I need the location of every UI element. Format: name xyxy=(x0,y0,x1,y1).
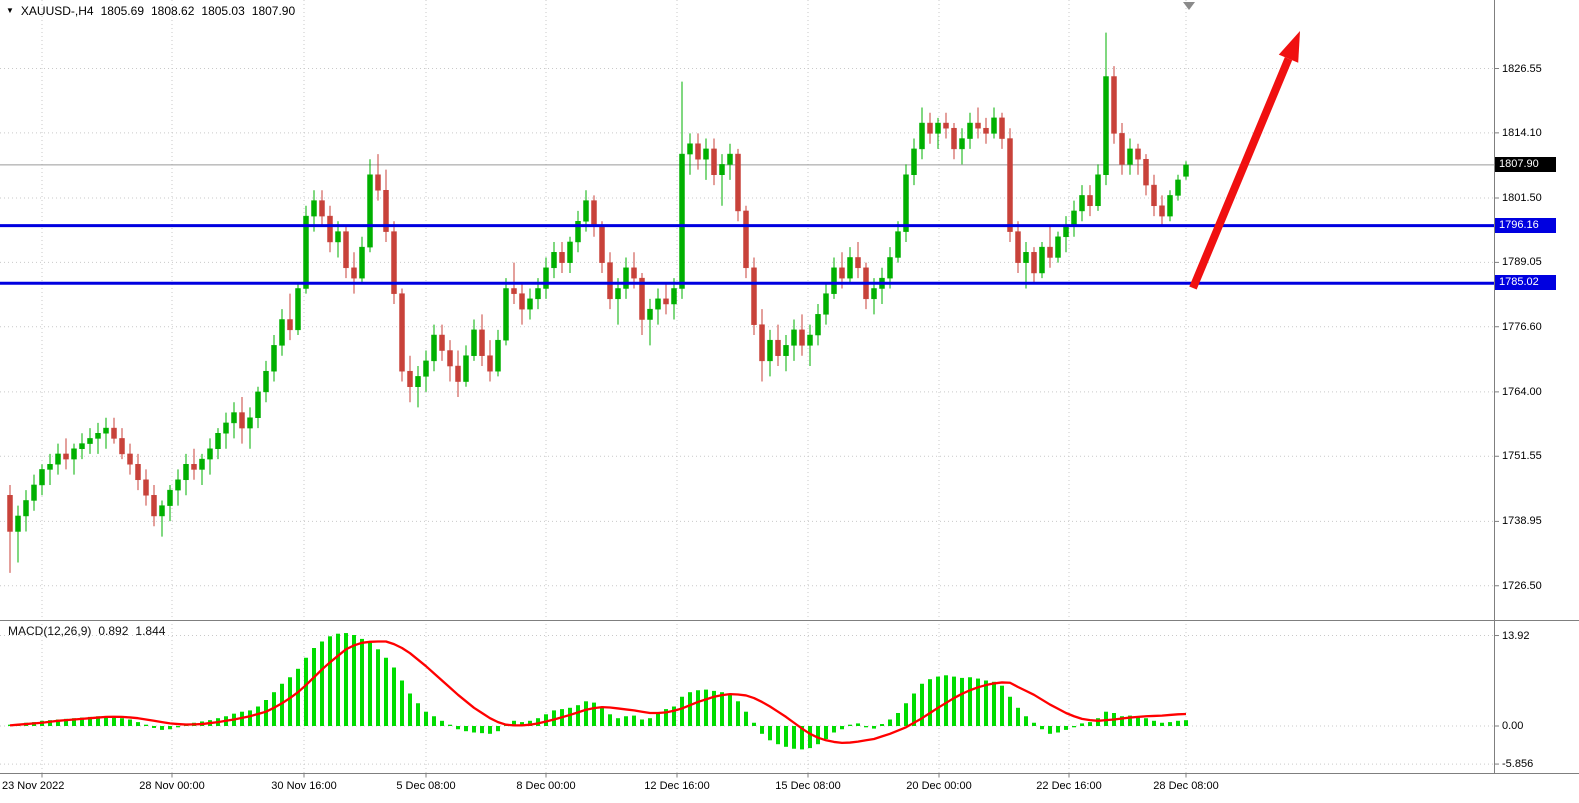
macd-signal-value: 1.844 xyxy=(135,624,166,638)
symbol-marker-icon[interactable]: ▼ xyxy=(6,6,14,15)
symbol-timeframe-label: XAUUSD-,H4 xyxy=(20,4,94,18)
price-tick-label: 1789.05 xyxy=(1502,256,1542,269)
macd-tick-label: -5.856 xyxy=(1502,758,1534,771)
time-tick-label: 20 Dec 00:00 xyxy=(906,780,972,792)
price-tick-label: 1776.60 xyxy=(1502,320,1542,333)
price-tick-label: 1751.55 xyxy=(1502,450,1542,463)
support-resistance-lines[interactable] xyxy=(0,224,1494,285)
time-tick-label: 5 Dec 08:00 xyxy=(396,780,456,792)
time-tick-label: 12 Dec 16:00 xyxy=(644,780,710,792)
macd-indicator-label: MACD(12,26,9) 0.892 1.844 xyxy=(8,624,165,638)
time-tick-label: 15 Dec 08:00 xyxy=(775,780,841,792)
price-tick-label: 1801.50 xyxy=(1502,192,1542,204)
time-tick-label: 22 Dec 16:00 xyxy=(1036,780,1102,792)
current-price-label: 1807.90 xyxy=(1495,156,1556,172)
time-tick-label: 23 Nov 2022 xyxy=(2,780,65,792)
price-tick-label: 1738.95 xyxy=(1502,515,1542,528)
time-tick-label: 28 Dec 08:00 xyxy=(1153,780,1219,792)
quote-low: 1805.03 xyxy=(201,4,245,18)
quote-open: 1805.69 xyxy=(100,4,144,18)
macd-histogram xyxy=(8,633,1188,750)
macd-signal-line xyxy=(9,640,1187,745)
axis-frame xyxy=(0,0,1579,778)
time-tick-label: 28 Nov 00:00 xyxy=(139,780,205,792)
chart-shift-marker-icon[interactable] xyxy=(1183,2,1195,10)
macd-current-value: 0.892 xyxy=(98,624,129,638)
quote-high: 1808.62 xyxy=(151,4,195,18)
price-tick-label: 1764.00 xyxy=(1502,385,1542,398)
time-tick-label: 8 Dec 00:00 xyxy=(516,780,576,792)
price-tick-label: 1726.50 xyxy=(1502,579,1542,592)
price-tick-label: 1826.55 xyxy=(1502,62,1542,75)
trend-arrow[interactable] xyxy=(1189,31,1300,290)
quote-close: 1807.90 xyxy=(251,4,296,18)
candles-series xyxy=(7,32,1189,573)
macd-name: MACD(12,26,9) xyxy=(8,624,92,638)
macd-tick-label: 13.92 xyxy=(1502,629,1530,642)
level-price-label: 1785.02 xyxy=(1495,275,1556,291)
symbol-info: ▼ XAUUSD-,H4 1805.69 1808.62 1805.03 180… xyxy=(6,4,295,18)
time-tick-label: 30 Nov 16:00 xyxy=(271,780,337,792)
grid-lines xyxy=(0,0,1494,774)
price-tick-label: 1814.10 xyxy=(1502,126,1542,139)
macd-tick-label: 0.00 xyxy=(1502,720,1524,732)
level-price-label: 1796.16 xyxy=(1495,217,1556,233)
